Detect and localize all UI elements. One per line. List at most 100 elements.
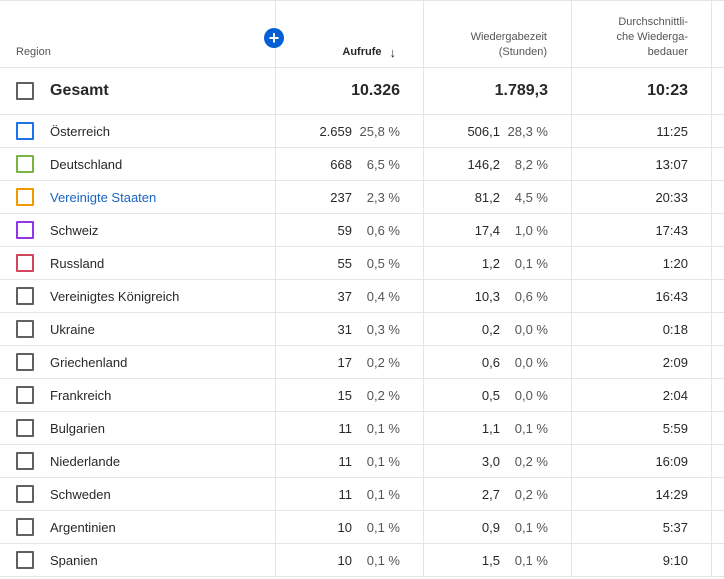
row-checkbox[interactable] xyxy=(16,353,34,371)
views-cell: 55 0,5 % xyxy=(276,247,423,279)
avg-duration-cell: 17:43 xyxy=(655,222,688,238)
views-cell: 2.659 25,8 % xyxy=(276,115,423,147)
views-cell: 10 0,1 % xyxy=(276,511,423,543)
views-value: 10 xyxy=(337,552,352,568)
row-checkbox[interactable] xyxy=(16,485,34,503)
column-divider xyxy=(711,346,712,378)
region-name: Deutschland xyxy=(50,156,123,172)
region-cell: Deutschland xyxy=(0,148,275,180)
column-divider xyxy=(275,247,276,279)
watch-time-value: 81,2 xyxy=(474,189,500,205)
column-divider xyxy=(571,313,572,345)
views-value: 2.659 xyxy=(319,123,352,139)
row-checkbox[interactable] xyxy=(16,551,34,569)
column-divider xyxy=(275,68,276,114)
row-checkbox[interactable] xyxy=(16,221,34,239)
column-divider xyxy=(423,247,424,279)
region-cell: Österreich xyxy=(0,115,275,147)
views-percent: 0,2 % xyxy=(366,354,400,370)
views-value: 37 xyxy=(337,288,352,304)
column-divider xyxy=(711,445,712,477)
avg-duration-cell: 14:29 xyxy=(655,486,688,502)
watch-time-value: 2,7 xyxy=(481,486,500,502)
views-cell: 31 0,3 % xyxy=(276,313,423,345)
views-header-label: Aufrufe xyxy=(342,46,382,58)
row-checkbox[interactable] xyxy=(16,155,34,173)
watch-time-cell: 2,7 0,2 % xyxy=(424,478,571,510)
column-divider xyxy=(711,1,712,67)
column-divider xyxy=(423,478,424,510)
row-checkbox[interactable] xyxy=(16,518,34,536)
region-name: Frankreich xyxy=(50,387,112,403)
column-divider xyxy=(711,68,712,114)
views-percent: 0,3 % xyxy=(366,321,400,337)
watch-time-header[interactable]: Wiedergabezeit (Stunden) xyxy=(470,31,547,58)
watch-time-percent: 8,2 % xyxy=(514,156,548,172)
avg-duration-cell: 5:59 xyxy=(662,420,688,436)
row-checkbox[interactable] xyxy=(16,452,34,470)
watch-time-cell: 81,2 4,5 % xyxy=(424,181,571,213)
sort-down-arrow-icon: ↓ xyxy=(389,45,397,60)
watch-time-value: 1,1 xyxy=(481,420,500,436)
avg-duration-cell: 1:20 xyxy=(662,255,688,271)
watch-time-cell: 0,2 0,0 % xyxy=(424,313,571,345)
views-value: 17 xyxy=(337,354,352,370)
column-divider xyxy=(423,412,424,444)
row-checkbox[interactable] xyxy=(16,122,34,140)
avg-duration-cell: 11:25 xyxy=(656,123,688,139)
column-divider xyxy=(423,544,424,576)
region-cell: Russland xyxy=(0,247,275,279)
column-divider xyxy=(571,181,572,213)
watch-time-value: 146,2 xyxy=(467,156,500,172)
column-divider xyxy=(275,511,276,543)
column-divider xyxy=(711,313,712,345)
region-header[interactable]: Region xyxy=(16,46,51,58)
region-cell: Ukraine xyxy=(0,313,275,345)
views-percent: 2,3 % xyxy=(366,189,400,205)
region-name: Bulgarien xyxy=(50,420,105,436)
avg-duration-cell: 2:09 xyxy=(662,354,688,370)
table-row: Schweden 11 0,1 % 2,7 0,2 % 14:29 xyxy=(0,478,724,511)
views-value: 55 xyxy=(337,255,352,271)
watch-time-cell: 0,6 0,0 % xyxy=(424,346,571,378)
table-row: Argentinien 10 0,1 % 0,9 0,1 % 5:37 xyxy=(0,511,724,544)
total-checkbox[interactable] xyxy=(16,82,34,100)
watch-time-cell: 0,9 0,1 % xyxy=(424,511,571,543)
column-divider xyxy=(423,1,424,67)
views-header[interactable]: Aufrufe ↓ xyxy=(342,45,396,60)
column-divider xyxy=(275,478,276,510)
column-divider xyxy=(275,181,276,213)
column-divider xyxy=(275,346,276,378)
watch-time-value: 0,5 xyxy=(481,387,500,403)
watch-time-cell: 3,0 0,2 % xyxy=(424,445,571,477)
region-name: Russland xyxy=(50,255,105,271)
table-row: Frankreich 15 0,2 % 0,5 0,0 % 2:04 xyxy=(0,379,724,412)
watch-time-percent: 0,1 % xyxy=(514,519,548,535)
watch-time-cell: 1,2 0,1 % xyxy=(424,247,571,279)
table-row: Österreich 2.659 25,8 % 506,1 28,3 % 11:… xyxy=(0,115,724,148)
total-region-cell: Gesamt xyxy=(0,68,275,114)
region-name: Ukraine xyxy=(50,321,95,337)
column-divider xyxy=(571,115,572,147)
add-column-button[interactable]: + xyxy=(264,28,284,48)
watch-time-value: 506,1 xyxy=(467,123,500,139)
avg-duration-header[interactable]: Durchschnittli- che Wiederga- bedauer xyxy=(616,16,688,58)
row-checkbox[interactable] xyxy=(16,320,34,338)
row-checkbox[interactable] xyxy=(16,254,34,272)
watch-time-value: 0,2 xyxy=(481,321,500,337)
row-checkbox[interactable] xyxy=(16,386,34,404)
views-cell: 17 0,2 % xyxy=(276,346,423,378)
watch-time-cell: 1,5 0,1 % xyxy=(424,544,571,576)
total-label: Gesamt xyxy=(50,82,109,99)
watch-time-cell: 10,3 0,6 % xyxy=(424,280,571,312)
row-checkbox[interactable] xyxy=(16,419,34,437)
row-checkbox[interactable] xyxy=(16,287,34,305)
avg-duration-cell: 9:10 xyxy=(662,552,688,568)
column-divider xyxy=(423,346,424,378)
column-divider xyxy=(571,445,572,477)
watch-time-cell: 506,1 28,3 % xyxy=(424,115,571,147)
avg-duration-cell: 2:04 xyxy=(662,387,688,403)
region-name[interactable]: Vereinigte Staaten xyxy=(50,189,157,205)
row-checkbox[interactable] xyxy=(16,188,34,206)
table-row: Deutschland 668 6,5 % 146,2 8,2 % 13:07 xyxy=(0,148,724,181)
